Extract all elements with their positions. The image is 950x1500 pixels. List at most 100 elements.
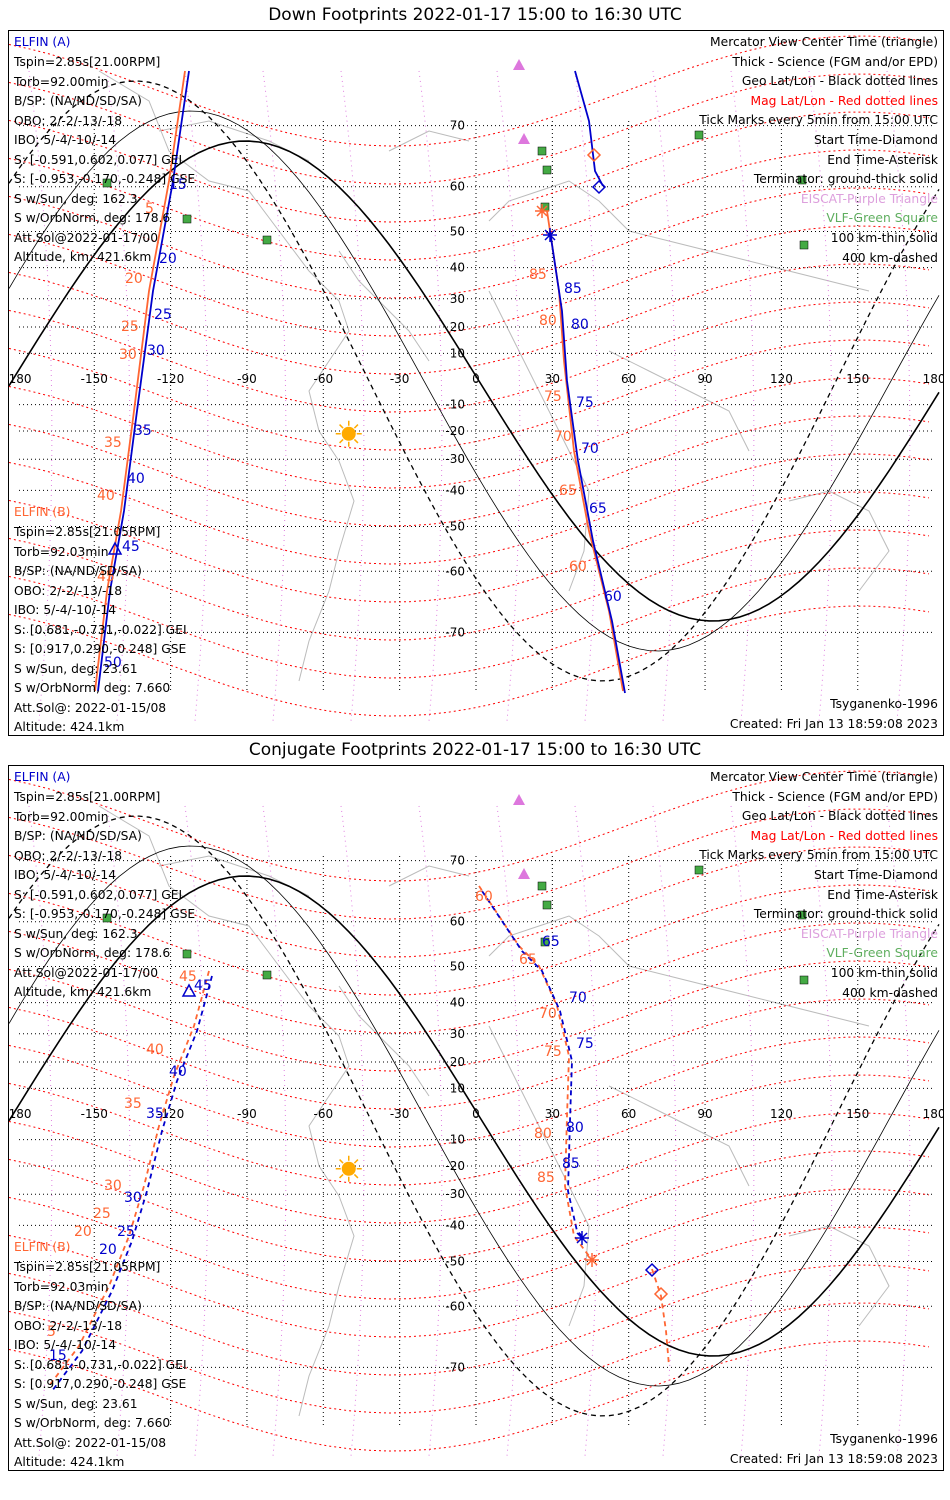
track-tick-label: 25: [154, 307, 172, 323]
coastline: [488, 290, 590, 592]
track-tick-label: 75: [544, 1044, 562, 1060]
start-diamond: [586, 147, 602, 163]
info-line: Torb=92.00min: [14, 809, 109, 824]
lat-tick-label: 70: [450, 854, 465, 868]
mag-parallel: [9, 529, 930, 641]
info-line: Altitude, km: 421.6km: [14, 250, 152, 264]
track-tick-label: 20: [99, 1242, 117, 1258]
mag-parallel: [9, 225, 930, 337]
lon-tick-label: -150: [81, 1107, 108, 1121]
track-tick-label: 45: [97, 569, 115, 585]
start-diamond: [653, 1286, 669, 1302]
legend-item: Tick Marks every 5min from 15:00 UTC: [699, 113, 938, 128]
legend-item: EISCAT-Purple Triangle: [800, 926, 938, 941]
coastline: [608, 1085, 750, 1187]
coastline: [338, 250, 430, 362]
legend-item: Geo Lat/Lon - Black dotted lines: [741, 809, 938, 824]
legend-item: 400 km-dashed: [842, 985, 938, 1000]
track-tick-label: 5: [145, 201, 154, 217]
model-label: Tsyganenko-1996: [830, 1432, 938, 1446]
lon-tick-label: 90: [697, 372, 712, 386]
info-line: IBO: 5/-4/-10/-14: [14, 868, 117, 882]
track-tick-label: 40: [169, 1064, 187, 1080]
track-tick-label: 5: [47, 1324, 56, 1340]
map-canvas-conjugate: -180-150-120-90-60-300306090120150180706…: [9, 770, 943, 1457]
lon-tick-label: 0: [472, 1107, 480, 1121]
lat-tick-label: 50: [450, 224, 465, 238]
elfin-a-track-east: [549, 230, 626, 694]
vlf-square: [537, 146, 547, 156]
info-line: Att.Sol@2022-01-17/00: [14, 965, 159, 980]
legend-item: Mercator View Center Time (triangle): [710, 35, 938, 49]
legend-item: VLF-Green Square: [826, 946, 938, 961]
coastline: [388, 130, 470, 152]
elfin-b-track-east: [478, 885, 590, 1257]
legend-item: Start Time-Diamond: [813, 133, 938, 147]
track-tick-label: 70: [539, 1006, 557, 1022]
eiscat-triangle: [513, 794, 525, 805]
track-tick-label: 30: [147, 343, 165, 359]
elfin-a-track-east: [481, 890, 585, 1239]
lon-tick-label: 0: [472, 372, 480, 386]
legend-item: Geo Lat/Lon - Black dotted lines: [741, 74, 938, 89]
terminator-400km: [9, 815, 940, 1417]
mag-meridian: [808, 70, 833, 722]
mag-meridian: [886, 70, 911, 722]
created-timestamp: Created: Fri Jan 13 18:59:08 2023: [729, 717, 938, 731]
mag-meridian: [730, 805, 755, 1457]
track-tick-label: 80: [566, 1120, 584, 1136]
info-line: IBO: 5/-4/-10/-14: [14, 1338, 117, 1352]
mag-meridian: [886, 805, 911, 1457]
mag-parallel: [9, 111, 930, 223]
legend-item: Tick Marks every 5min from 15:00 UTC: [699, 848, 938, 863]
info-line: Att.Sol@: 2022-01-15/08: [14, 1435, 167, 1450]
lon-tick-label: 120: [770, 372, 793, 386]
legend-item: 400 km-dashed: [842, 250, 938, 265]
lon-tick-label: -90: [237, 1107, 257, 1121]
lon-tick-label: 180: [923, 372, 943, 386]
mag-meridian: [340, 70, 365, 722]
vlf-square: [182, 949, 192, 959]
coastline: [98, 805, 355, 1417]
sun-ray: [353, 1159, 359, 1164]
track-tick-label: 60: [569, 559, 587, 575]
info-line: Torb=92.03min: [14, 544, 109, 559]
lon-tick-label: 90: [697, 1107, 712, 1121]
legend-item: Thick - Science (FGM and/or EPD): [732, 54, 938, 69]
mag-parallel: [9, 1112, 930, 1224]
elfin-b-track-west: [48, 970, 210, 1387]
lat-tick-label: -40: [445, 1218, 465, 1232]
track-tick-label: 20: [125, 271, 143, 287]
vlf-square: [799, 975, 809, 985]
mag-parallel: [9, 301, 930, 413]
track-tick-label: 40: [146, 1042, 164, 1058]
legend-item: End Time-Asterisk: [827, 887, 938, 902]
elfin-a-header: ELFIN (A): [14, 35, 71, 49]
coastline: [788, 490, 890, 592]
info-line: B/SP: (NA/ND/SD/SA): [14, 564, 142, 578]
coastline: [608, 350, 750, 452]
created-timestamp: Created: Fri Jan 13 18:59:08 2023: [729, 1452, 938, 1466]
info-line: S w/OrbNorm, deg: 178.6: [14, 946, 171, 960]
track-tick-label: 75: [576, 1036, 594, 1052]
info-line: S: [0.917,0.290,-0.248] GSE: [14, 1377, 187, 1391]
mag-parallel: [9, 1074, 930, 1186]
lat-tick-label: -70: [445, 1360, 465, 1374]
mag-meridian: [730, 70, 755, 722]
sun-ray: [339, 1159, 344, 1164]
mag-meridian: [574, 805, 599, 1457]
track-tick-label: 35: [104, 435, 122, 451]
mag-parallel: [9, 339, 930, 451]
legend-item: Terminator: ground-thick solid: [753, 907, 938, 922]
lat-tick-label: -30: [445, 452, 465, 466]
info-line: Att.Sol@: 2022-01-15/08: [14, 700, 167, 715]
lon-tick-label: -60: [313, 1107, 333, 1121]
info-line: B/SP: (NA/ND/SD/SA): [14, 94, 142, 108]
legend-item: 100 km-thin solid: [830, 231, 938, 245]
mag-parallel: [9, 808, 930, 920]
vlf-square: [797, 910, 807, 920]
lon-tick-label: 60: [621, 1107, 636, 1121]
sun-ray: [339, 1173, 344, 1179]
lat-tick-label: -20: [445, 1159, 465, 1173]
mag-parallel: [9, 1302, 930, 1414]
